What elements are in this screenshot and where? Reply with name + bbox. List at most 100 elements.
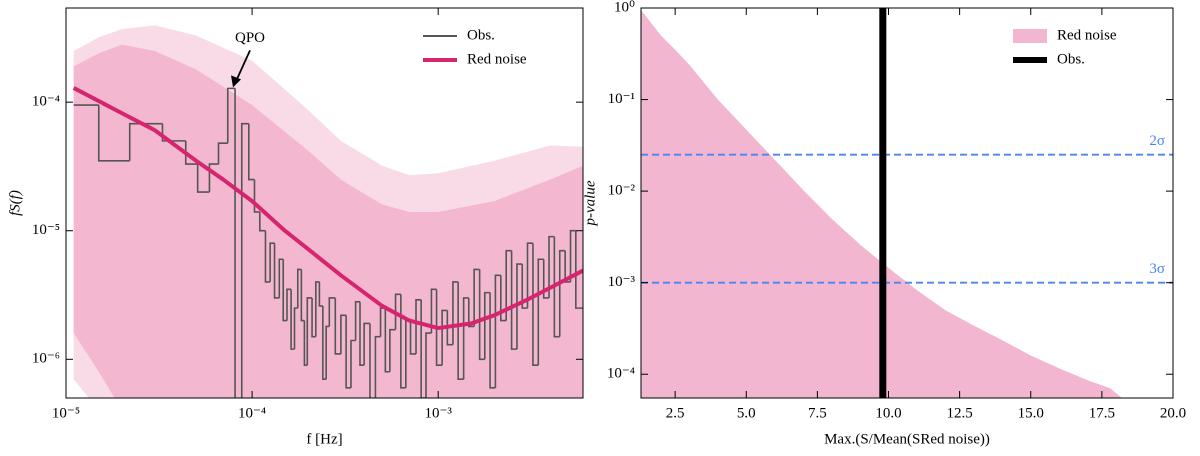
obs-step xyxy=(345,315,352,389)
legend-label: Obs. xyxy=(467,27,495,43)
obs-step xyxy=(478,269,485,361)
obs-step xyxy=(430,288,437,334)
obs-step xyxy=(521,264,528,309)
obs-step xyxy=(483,291,491,360)
obs-step xyxy=(264,230,271,283)
obs-step xyxy=(290,289,295,350)
obs-step xyxy=(489,292,496,389)
obs-step xyxy=(400,294,406,389)
x-axis-label: f [Hz] xyxy=(306,431,342,447)
obs-step xyxy=(258,211,266,232)
obs-step xyxy=(420,299,426,398)
obs-step xyxy=(286,288,292,321)
x-axis-label: Max.(S/Mean(SRed noise)) xyxy=(824,431,990,447)
obs-step xyxy=(569,229,576,282)
y-axis-label: fS(f) xyxy=(7,190,23,216)
obs-step xyxy=(494,274,501,388)
obs-step xyxy=(452,281,459,345)
plot-area xyxy=(72,25,583,398)
obs-step xyxy=(516,263,523,350)
obs-step xyxy=(526,242,533,309)
obs-step xyxy=(435,289,443,366)
obs-step xyxy=(322,305,327,381)
obs-step xyxy=(510,250,517,350)
obs-step xyxy=(553,236,560,338)
obs-step xyxy=(325,325,330,380)
obs-step xyxy=(269,242,275,282)
obs-step xyxy=(354,301,360,341)
obs-step xyxy=(558,249,566,337)
y-axis-label: p-value xyxy=(582,180,598,226)
obs-step xyxy=(315,281,320,337)
obs-step xyxy=(415,299,422,354)
x-tick-label: 12.5 xyxy=(947,405,973,421)
obs-step xyxy=(359,301,365,366)
obs-step xyxy=(505,249,512,321)
obs-step xyxy=(247,123,255,181)
obs-step xyxy=(306,297,313,366)
y-tick-label: 10⁻⁴ xyxy=(32,94,60,110)
obs-step xyxy=(542,259,550,299)
obs-step xyxy=(311,297,316,338)
model-line xyxy=(72,86,583,331)
obs-step xyxy=(369,323,371,398)
y-tick-label: 10⁻¹ xyxy=(608,91,635,107)
obs-step xyxy=(363,322,370,366)
confidence-band xyxy=(73,44,583,398)
obs-step xyxy=(394,293,401,330)
obs-step xyxy=(328,297,336,327)
obs-step xyxy=(161,123,186,142)
x-tick-label: 10⁻³ xyxy=(424,405,452,421)
panel: 2σ 3σ 2.5 5.0 7.5 10.0 12.5 15.0 17.5 20.0 10⁻⁴ 10⁻… xyxy=(582,0,1186,447)
obs-step xyxy=(389,328,396,372)
obs-step xyxy=(184,140,198,165)
obs-step xyxy=(462,297,469,380)
y-tick-label: 10⁰ xyxy=(614,0,635,15)
obs-step xyxy=(334,297,341,355)
obs-step xyxy=(240,122,249,398)
obs-step xyxy=(340,314,347,354)
x-tick-label: 10⁻⁴ xyxy=(238,405,266,421)
obs-step xyxy=(278,258,284,298)
y-tick-label: 10⁻⁴ xyxy=(607,366,635,382)
obs-step xyxy=(425,332,432,398)
obs-step xyxy=(234,88,236,398)
obs-step xyxy=(441,309,448,366)
obs-step xyxy=(318,281,323,307)
threshold-label: 3σ xyxy=(1149,261,1165,277)
y-tick-label: 10⁻⁵ xyxy=(32,222,60,238)
axes-frame xyxy=(65,7,584,399)
legend-label: Obs. xyxy=(1057,51,1085,67)
obs-step xyxy=(296,268,302,309)
obs-step xyxy=(548,235,555,298)
obs-step xyxy=(350,339,356,388)
obs-step xyxy=(293,307,298,350)
obs-step xyxy=(374,335,381,398)
annotation-text: QPO xyxy=(235,30,265,46)
obs-step xyxy=(97,105,130,162)
obs-step xyxy=(500,275,507,322)
obs-step xyxy=(226,87,236,144)
area xyxy=(641,10,1122,398)
obs-step xyxy=(537,258,544,366)
obs-step xyxy=(196,164,210,193)
obs-step xyxy=(446,310,453,346)
plot-area xyxy=(641,8,1173,398)
y-tick-label: 10⁻² xyxy=(608,183,636,199)
obs-step xyxy=(303,320,308,366)
y-tick-label: 10⁻³ xyxy=(608,274,636,290)
obs-step xyxy=(409,320,417,355)
x-tick-label: 2.5 xyxy=(666,405,685,421)
legend-swatch xyxy=(1013,29,1047,43)
y-tick-label: 10⁻⁶ xyxy=(32,351,60,367)
panel: QPO 10⁻⁵ 10⁻⁴ 10⁻³ 10⁻⁶ 10⁻⁵ 10⁻⁴ f [Hz] fS(f) Ob… xyxy=(7,7,584,447)
x-tick-label: 7.5 xyxy=(808,405,827,421)
obs-step xyxy=(253,179,260,213)
obs-step xyxy=(300,269,305,322)
arrow-head xyxy=(231,75,242,88)
obs-step xyxy=(457,281,464,381)
x-tick-label: 20.0 xyxy=(1160,405,1186,421)
legend-label: Red noise xyxy=(1057,27,1117,43)
obs-step xyxy=(273,243,280,299)
